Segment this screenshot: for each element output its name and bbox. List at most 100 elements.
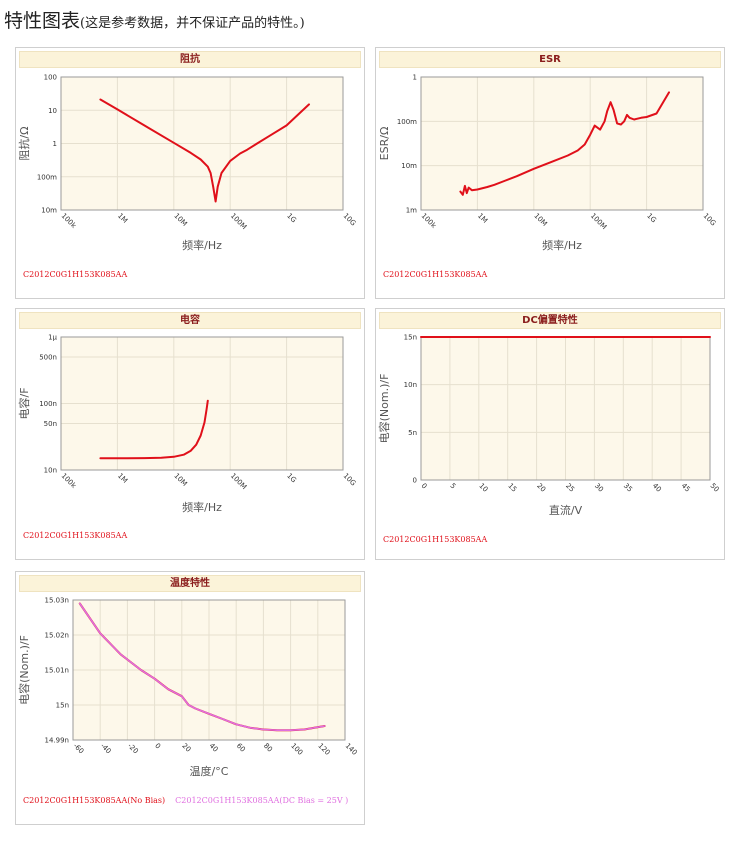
legend-item: C2012C0G1H153K085AA(No Bias) <box>23 796 166 805</box>
series-line <box>459 91 670 196</box>
x-tick-label: 45 <box>680 482 692 494</box>
y-tick-label: 1μ <box>48 334 57 342</box>
y-tick-label: 100m <box>37 173 57 181</box>
y-tick-label: 10m <box>41 207 57 215</box>
x-tick-label: 25 <box>564 482 576 494</box>
series-line <box>99 98 310 203</box>
x-tick-label: 100M <box>229 472 248 491</box>
x-tick-label: 60 <box>235 742 247 754</box>
series-line <box>78 602 326 731</box>
x-tick-label: 40 <box>651 482 663 494</box>
y-tick-label: 1 <box>53 140 57 148</box>
x-axis-label: 频率/Hz <box>182 500 222 514</box>
esr-chart: 100k 1M 10M 100M 1G 10G 1m 10m 100m 1 频率/Hz ESR/Ω <box>378 74 718 253</box>
impedance-panel: 阻抗 100k 1M 10M 100M 1G 10G 10m 100m 1 10 100 频率/Hz 阻… <box>15 47 365 299</box>
x-tick-label: 1M <box>116 212 129 225</box>
legend-item: C2012C0G1H153K085AA <box>23 270 128 279</box>
x-tick-label: 10G <box>342 212 358 228</box>
y-tick-label: 15n <box>404 334 417 342</box>
x-tick-label: 100k <box>60 472 79 491</box>
x-tick-label: 30 <box>593 482 605 494</box>
capacitance-chart: 100k 1M 10M 100M 1G 10G 10n 50n 100n 500n 1μ 频率/Hz 电… <box>17 334 357 515</box>
y-tick-label: 500n <box>39 354 57 362</box>
x-axis-label: 直流/V <box>549 503 583 517</box>
page-title: 特性图表(这是参考数据，并不保证产品的特性。) <box>4 6 305 33</box>
y-tick-label: 50n <box>44 420 57 428</box>
y-tick-label: 0 <box>413 477 417 485</box>
x-tick-label: 10M <box>172 472 188 488</box>
x-tick-label: 0 <box>153 742 162 751</box>
plot-border <box>72 599 346 741</box>
x-tick-label: 100k <box>420 212 439 231</box>
y-tick-label: 10n <box>404 381 417 389</box>
series-line <box>99 399 209 460</box>
y-tick-label: 1m <box>406 207 417 215</box>
panel-title: ESR <box>379 51 721 68</box>
page-title-main: 特性图表 <box>4 10 81 32</box>
y-tick-label: 10 <box>48 107 57 115</box>
esr-panel: ESR 100k 1M 10M 100M 1G 10G 1m 10m 100m 1 频率/Hz ESR… <box>375 47 725 299</box>
y-axis-label: 电容(Nom.)/F <box>377 374 391 444</box>
panel-title: 温度特性 <box>19 575 361 592</box>
chart-legend: C2012C0G1H153K085AA <box>23 531 127 540</box>
y-tick-label: 100n <box>39 400 57 408</box>
y-tick-label: 100 <box>44 74 57 82</box>
y-tick-label: 5n <box>408 429 417 437</box>
chart-legend: C2012C0G1H153K085AA <box>23 270 127 279</box>
y-axis-label: 电容(Nom.)/F <box>17 635 31 705</box>
x-tick-label: 5 <box>448 482 457 491</box>
x-tick-label: 80 <box>262 742 274 754</box>
chart-legend: C2012C0G1H153K085AA <box>383 270 487 279</box>
panel-title: DC偏置特性 <box>379 312 721 329</box>
page-subtitle: (这是参考数据，并不保证产品的特性。) <box>80 16 305 31</box>
y-axis-label: ESR/Ω <box>378 127 391 161</box>
x-tick-label: 10M <box>172 212 188 228</box>
x-tick-label: 20 <box>535 482 547 494</box>
x-tick-label: 50 <box>709 482 721 494</box>
y-tick-label: 100m <box>397 118 417 126</box>
y-tick-label: 14.99n <box>45 737 69 745</box>
x-axis-label: 温度/°C <box>190 764 229 778</box>
plot-border <box>60 76 344 211</box>
y-tick-label: 1 <box>413 74 417 82</box>
x-tick-label: 140 <box>344 742 359 757</box>
x-tick-label: 1M <box>476 212 489 225</box>
x-tick-label: 1G <box>285 472 298 485</box>
y-tick-label: 15n <box>56 702 69 710</box>
x-axis-label: 频率/Hz <box>542 238 582 252</box>
x-tick-label: 10M <box>532 212 548 228</box>
x-tick-label: 10 <box>477 482 489 494</box>
x-tick-label: 10G <box>702 212 718 228</box>
chart-legend: C2012C0G1H153K085AA <box>383 535 487 544</box>
legend-item: C2012C0G1H153K085AA <box>383 270 488 279</box>
legend-item: C2012C0G1H153K085AA(DC Bias = 25V ) <box>175 796 349 805</box>
x-tick-label: 40 <box>208 742 220 754</box>
dcbias-panel: DC偏置特性 0 5 10 15 20 25 30 35 40 45 50 0 5n 10n 15n 直流/V… <box>375 308 725 560</box>
x-tick-label: 20 <box>180 742 192 754</box>
x-axis-label: 频率/Hz <box>182 238 222 252</box>
y-tick-label: 15.02n <box>45 632 69 640</box>
dcbias-chart: 0 5 10 15 20 25 30 35 40 45 50 0 5n 10n 15n 直流/V 电容(Nom.… <box>377 334 721 518</box>
x-tick-label: 0 <box>420 482 429 491</box>
panel-title: 阻抗 <box>19 51 361 68</box>
chart-legend: C2012C0G1H153K085AA(No Bias) C2012C0G1H15… <box>23 796 348 805</box>
x-tick-label: -40 <box>99 742 113 756</box>
impedance-chart: 100k 1M 10M 100M 1G 10G 10m 100m 1 10 100 频率/Hz 阻抗/Ω <box>17 74 358 253</box>
x-tick-label: 100k <box>60 212 79 231</box>
x-tick-label: -20 <box>126 742 140 756</box>
panel-title: 电容 <box>19 312 361 329</box>
temperature-chart: -60 -40 -20 0 20 40 60 80 100 120 140 14.99n 15n 15.0… <box>17 597 359 779</box>
plot-border <box>420 76 704 211</box>
y-tick-label: 10m <box>401 162 417 170</box>
x-tick-label: 35 <box>622 482 634 494</box>
legend-item: C2012C0G1H153K085AA <box>23 531 128 540</box>
y-axis-label: 电容/F <box>17 387 31 419</box>
x-tick-label: 1M <box>116 472 129 485</box>
legend-item: C2012C0G1H153K085AA <box>383 535 488 544</box>
temperature-panel: 温度特性 -60 -40 -20 0 20 40 60 80 100 120 140 14.99n 15… <box>15 571 365 825</box>
y-tick-label: 10n <box>44 467 57 475</box>
x-tick-label: 100 <box>289 742 304 757</box>
x-tick-label: 15 <box>506 482 518 494</box>
y-tick-label: 15.01n <box>45 667 69 675</box>
y-axis-label: 阻抗/Ω <box>17 126 31 160</box>
